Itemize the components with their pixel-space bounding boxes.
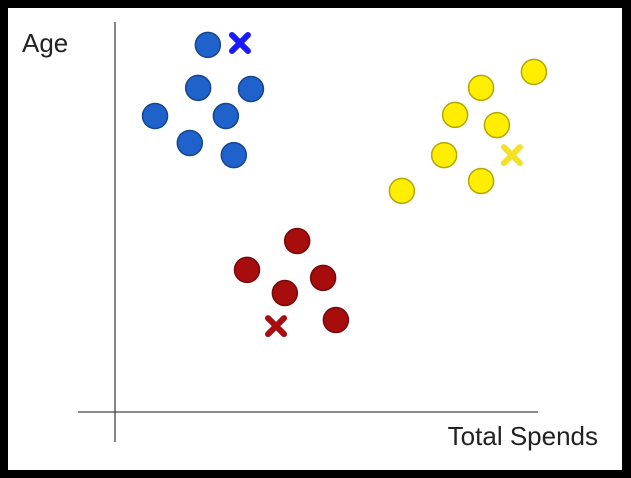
y-axis-label: Age [22, 28, 68, 58]
data-point [467, 167, 495, 195]
data-point [520, 58, 548, 86]
data-point [237, 75, 265, 103]
centroid-marker [500, 144, 523, 167]
centroid-marker [228, 32, 251, 55]
data-point [184, 74, 212, 102]
data-point [220, 141, 248, 169]
plot-background [8, 8, 622, 470]
data-point [309, 264, 337, 292]
centroid-marker [265, 315, 288, 338]
data-point [194, 31, 222, 59]
data-point [176, 129, 204, 157]
data-point [233, 256, 261, 284]
data-point [283, 227, 311, 255]
x-axis-label: Total Spends [448, 421, 598, 451]
data-point [430, 141, 458, 169]
data-point [483, 111, 511, 139]
data-point [388, 177, 416, 205]
data-point [141, 102, 169, 130]
data-point [322, 306, 350, 334]
data-point [467, 74, 495, 102]
data-point [441, 101, 469, 129]
data-point [271, 279, 299, 307]
data-point [212, 102, 240, 130]
